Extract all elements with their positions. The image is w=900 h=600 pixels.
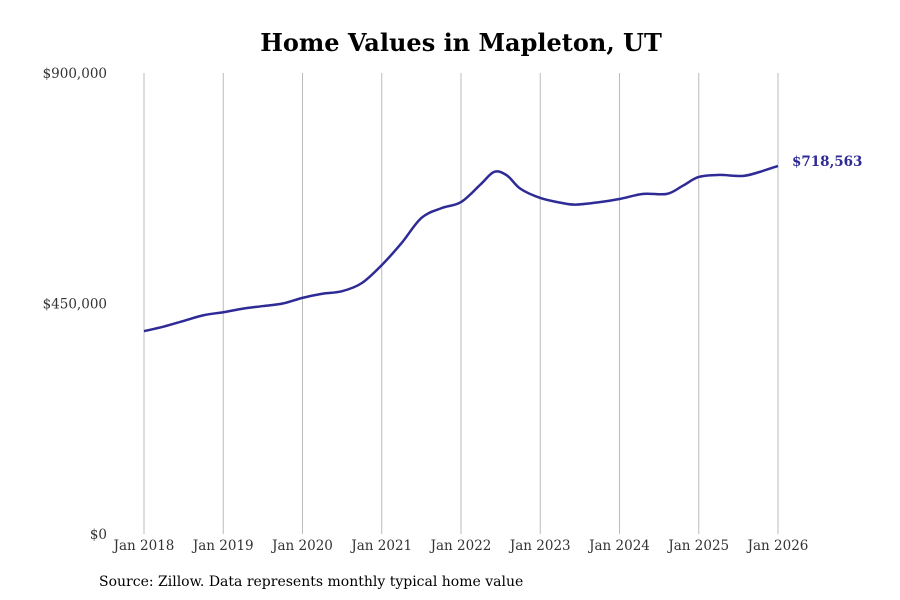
x-tick-label: Jan 2019 — [191, 538, 254, 554]
x-tick-label: Jan 2023 — [508, 538, 571, 554]
y-tick-label: $900,000 — [43, 66, 107, 82]
chart-title: Home Values in Mapleton, UT — [260, 28, 662, 57]
x-tick-label: Jan 2018 — [112, 538, 175, 554]
end-value-label: $718,563 — [792, 154, 862, 170]
x-tick-label: Jan 2022 — [429, 538, 492, 554]
source-note: Source: Zillow. Data represents monthly … — [99, 574, 524, 590]
y-tick-label: $450,000 — [43, 297, 107, 313]
x-tick-label: Jan 2024 — [587, 538, 650, 554]
x-tick-label: Jan 2020 — [270, 538, 333, 554]
x-tick-label: Jan 2026 — [746, 538, 809, 554]
x-tick-label: Jan 2021 — [349, 538, 412, 554]
series-line — [143, 164, 779, 333]
x-tick-label: Jan 2025 — [666, 538, 729, 554]
y-tick-label: $0 — [90, 527, 107, 543]
